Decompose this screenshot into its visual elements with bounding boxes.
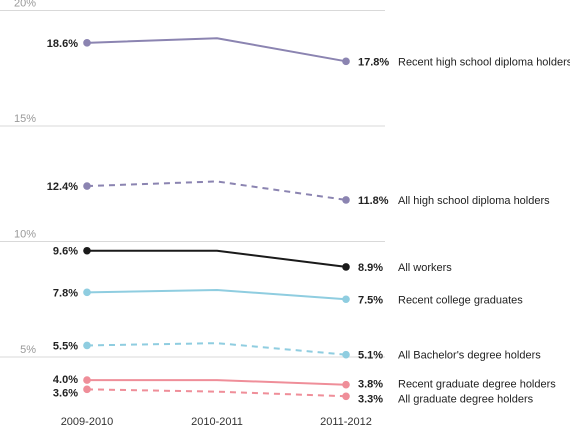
series-4-point-start (83, 288, 91, 297)
series-4-line (86, 289, 347, 301)
series-7-point-start (83, 385, 91, 394)
series-4-end-label: 7.5% (358, 294, 383, 306)
series-2-name-label: All high school diploma holders (398, 195, 550, 207)
series-7-line (86, 388, 347, 398)
y-tick-label: 10% (14, 229, 36, 241)
series-5-start-label: 5.5% (53, 340, 78, 352)
series-2-end-label: 11.8% (358, 195, 389, 207)
x-tick-label: 2011-2012 (320, 416, 372, 428)
series-3-point-end (342, 263, 350, 271)
series-2-point-start (83, 182, 91, 190)
y-tick-label: 15% (14, 113, 36, 125)
series-5-point-end (342, 350, 350, 359)
series-1-point-start (83, 39, 91, 47)
series-6-point-end (342, 380, 350, 389)
series-5-name-label: All Bachelor's degree holders (398, 350, 541, 362)
series-4-name-label: Recent college graduates (398, 294, 523, 306)
series-1-point-end (342, 57, 350, 66)
series-2-point-end (342, 196, 350, 204)
series-2-start-label: 12.4% (47, 181, 78, 193)
y-tick-label: 5% (20, 344, 36, 356)
series-2-line (86, 180, 347, 201)
series-5-end-label: 5.1% (358, 350, 383, 362)
series-6-end-label: 3.8% (358, 379, 383, 391)
series-3-point-start (83, 246, 91, 255)
y-tick-label: 20% (14, 0, 36, 10)
series-3-name-label: All workers (398, 262, 452, 274)
series-3-line (87, 249, 347, 268)
series-6-name-label: Recent graduate degree holders (398, 379, 556, 391)
series-7-name-label: All graduate degree holders (398, 393, 534, 405)
series-7-start-label: 3.6% (53, 387, 78, 399)
series-5-point-start (83, 341, 91, 350)
series-7-point-end (342, 392, 350, 401)
series-3-end-label: 8.9% (358, 262, 383, 274)
series-5-line (86, 342, 347, 356)
series-1-start-label: 18.6% (47, 38, 78, 50)
series-4-point-end (342, 295, 350, 304)
series-1-name-label: Recent high school diploma holders (398, 56, 570, 68)
x-tick-label: 2009-2010 (61, 416, 114, 428)
series-3-start-label: 9.6% (53, 246, 78, 258)
series-6-start-label: 4.0% (53, 374, 78, 386)
series-4-start-label: 7.8% (53, 287, 78, 299)
series-1-line (86, 37, 347, 63)
x-tick-label: 2010-2011 (191, 416, 243, 428)
series-6-line (87, 379, 347, 386)
series-7-end-label: 3.3% (358, 393, 383, 405)
series-1-end-label: 17.8% (358, 56, 389, 68)
series-6-point-start (83, 376, 91, 384)
